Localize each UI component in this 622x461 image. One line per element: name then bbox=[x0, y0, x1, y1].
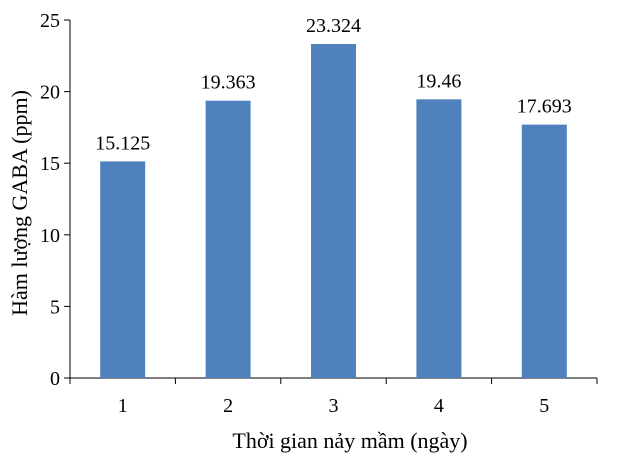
x-axis: 1 2 3 4 5 bbox=[69, 377, 598, 417]
data-label-2: 19.363 bbox=[201, 72, 256, 94]
data-label-4: 19.46 bbox=[416, 70, 461, 92]
bar-2 bbox=[205, 100, 251, 379]
x-tick-label: 5 bbox=[539, 395, 549, 417]
y-tick-label: 5 bbox=[50, 296, 60, 318]
x-tick-label: 3 bbox=[329, 395, 339, 417]
x-tick-label: 4 bbox=[434, 395, 444, 417]
y-axis: 0 5 10 15 20 25 bbox=[40, 10, 71, 390]
bar-3 bbox=[311, 44, 356, 379]
bar-5 bbox=[521, 124, 567, 379]
y-tick-label: 20 bbox=[40, 82, 60, 104]
y-tick-label: 15 bbox=[40, 153, 60, 175]
y-tick-label: 10 bbox=[40, 225, 60, 247]
data-labels: 15.125 19.363 23.324 19.46 17.693 bbox=[95, 15, 572, 154]
data-label-3: 23.324 bbox=[306, 15, 361, 37]
x-axis-title: Thời gian nảy mầm (ngày) bbox=[232, 428, 467, 453]
y-axis-title: Hàm lượng GABA (ppm) bbox=[7, 90, 32, 316]
bars bbox=[100, 44, 567, 379]
bar-1 bbox=[100, 161, 146, 378]
x-tick-label: 1 bbox=[118, 395, 128, 417]
y-tick-label: 0 bbox=[50, 368, 60, 390]
x-tick-label: 2 bbox=[223, 395, 233, 417]
data-label-1: 15.125 bbox=[95, 132, 150, 154]
y-tick-label: 25 bbox=[40, 10, 60, 32]
bar-4 bbox=[416, 99, 462, 379]
data-label-5: 17.693 bbox=[517, 96, 572, 118]
